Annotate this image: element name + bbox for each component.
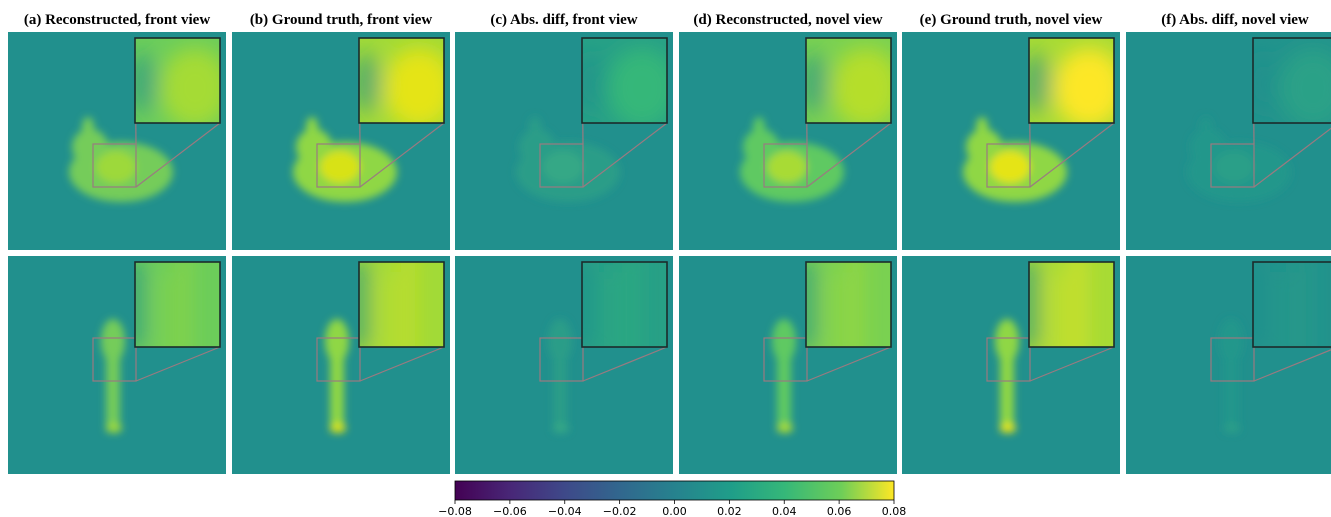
inset — [353, 38, 454, 128]
smoke-base — [777, 423, 793, 433]
inset-streak — [180, 252, 188, 362]
image — [8, 252, 226, 474]
bunny-core — [96, 151, 136, 183]
smoke-base — [553, 423, 569, 433]
image-panel — [1126, 252, 1331, 474]
inset — [796, 252, 891, 362]
panel-title: (e) Ground truth, novel view — [920, 12, 1103, 28]
colorbar-tick-label: −0.02 — [603, 505, 637, 517]
bunny-ear — [82, 117, 94, 137]
image — [232, 252, 450, 474]
bunny-ear — [753, 117, 765, 137]
bunny-core — [990, 151, 1030, 183]
bunny-core — [1214, 151, 1254, 183]
smoke-plume — [325, 319, 349, 363]
colorbar-tick-label: 0.00 — [662, 505, 687, 517]
panel-title: (b) Ground truth, front view — [250, 12, 433, 28]
bunny-ear — [306, 117, 318, 137]
inset-bg — [582, 262, 667, 347]
inset-bg — [806, 262, 891, 347]
bunny-core — [543, 151, 583, 183]
smoke-base — [106, 423, 122, 433]
colorbar-tick-label: 0.08 — [882, 505, 907, 517]
colorbar-tick-label: 0.04 — [772, 505, 797, 517]
inset — [125, 252, 220, 362]
image — [455, 252, 673, 474]
image-panel — [679, 252, 897, 474]
image — [1126, 252, 1331, 474]
inset — [576, 38, 677, 128]
image-panel — [8, 32, 230, 250]
inset-streak — [404, 252, 412, 362]
image-panel — [1126, 32, 1331, 250]
image-panel — [8, 252, 226, 474]
smoke-column — [106, 356, 120, 432]
image-panel — [232, 252, 450, 474]
inset — [572, 252, 667, 362]
inset-bg — [1029, 262, 1114, 347]
image — [455, 32, 677, 250]
colorbar — [455, 481, 894, 500]
image — [1126, 32, 1331, 250]
panel-title: (f) Abs. diff, novel view — [1161, 12, 1309, 28]
image — [679, 32, 901, 250]
bunny-ear — [1200, 117, 1212, 137]
panel-title: (c) Abs. diff, front view — [490, 12, 637, 28]
inset — [1243, 252, 1331, 362]
image-panel — [455, 252, 673, 474]
bunny-core — [767, 151, 807, 183]
inset — [129, 38, 230, 128]
inset-streak — [627, 252, 635, 362]
smoke-plume — [1219, 319, 1243, 363]
inset — [800, 38, 901, 128]
panel-title: (d) Reconstructed, novel view — [693, 12, 882, 28]
inset-streak — [851, 252, 859, 362]
colorbar-tick-label: −0.08 — [438, 505, 472, 517]
image — [232, 32, 454, 250]
smoke-column — [330, 356, 344, 432]
figure: (a) Reconstructed, front view (b) Ground … — [0, 0, 1331, 517]
smoke-plume — [101, 319, 125, 363]
smoke-plume — [772, 319, 796, 363]
smoke-base — [1000, 423, 1016, 433]
inset-bg — [135, 262, 220, 347]
image-panel — [902, 252, 1120, 474]
colorbar-tick-label: 0.02 — [717, 505, 742, 517]
inset — [349, 252, 444, 362]
bunny-core — [320, 151, 360, 183]
colorbar-tick-label: −0.04 — [548, 505, 582, 517]
colorbar-tick-label: 0.06 — [827, 505, 852, 517]
image — [902, 32, 1124, 250]
smoke-column — [553, 356, 567, 432]
image — [902, 252, 1120, 474]
smoke-column — [1224, 356, 1238, 432]
inset — [1247, 38, 1331, 128]
panel-title: (a) Reconstructed, front view — [24, 12, 211, 28]
smoke-column — [777, 356, 791, 432]
smoke-base — [1224, 423, 1240, 433]
smoke-column — [1000, 356, 1014, 432]
image-panel — [679, 32, 901, 250]
smoke-base — [330, 423, 346, 433]
inset — [1019, 252, 1114, 362]
image-panel — [902, 32, 1124, 250]
smoke-plume — [995, 319, 1019, 363]
bunny-ear — [976, 117, 988, 137]
image-panel — [232, 32, 454, 250]
image-panel — [455, 32, 677, 250]
inset-bg — [359, 262, 444, 347]
image — [679, 252, 897, 474]
image — [8, 32, 230, 250]
bunny-ear — [529, 117, 541, 137]
inset-streak — [1298, 252, 1306, 362]
inset-bg — [1253, 262, 1331, 347]
colorbar-tick-label: −0.06 — [493, 505, 527, 517]
inset-streak — [1074, 252, 1082, 362]
inset — [1023, 38, 1124, 128]
smoke-plume — [548, 319, 572, 363]
